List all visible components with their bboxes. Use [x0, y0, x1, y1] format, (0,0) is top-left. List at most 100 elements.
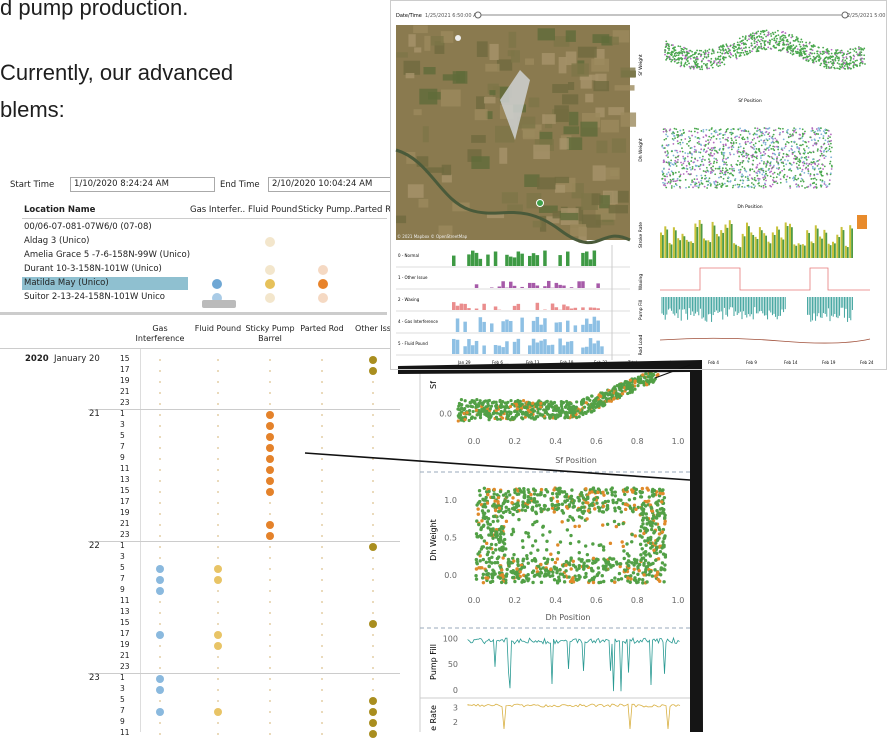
scatter-dot	[512, 576, 515, 579]
stroke-bar	[774, 235, 776, 258]
stroke-bar	[666, 229, 668, 258]
scatter-dot	[819, 159, 821, 161]
scatter-dot	[597, 581, 600, 584]
scatter-dot	[674, 128, 676, 130]
scatter-dot	[500, 581, 503, 584]
scatter-dot	[601, 510, 604, 513]
scatter-dot	[853, 56, 855, 58]
scatter-dot	[741, 49, 743, 51]
scatter-dot	[476, 405, 479, 408]
scatter-dot	[775, 181, 777, 183]
scatter-dot	[824, 60, 826, 62]
scatter-dot	[460, 403, 463, 406]
scatter-dot	[805, 156, 807, 158]
scatter-dot	[595, 501, 598, 504]
scatter-dot	[756, 166, 758, 168]
slider-handle[interactable]	[475, 12, 481, 18]
scatter-dot	[609, 563, 612, 566]
scatter-dot	[759, 178, 761, 180]
scatter-dot	[737, 44, 739, 46]
scatter-dot	[850, 60, 852, 62]
scatter-dot	[792, 135, 794, 137]
scatter-dot	[651, 562, 654, 565]
map-field	[523, 130, 540, 139]
scatter-dot	[767, 147, 769, 149]
stroke-bar	[813, 243, 815, 258]
scatter-dot	[712, 67, 714, 69]
scatter-dot	[707, 54, 709, 56]
scatter-dot	[778, 174, 780, 176]
scatter-dot	[561, 410, 564, 413]
scatter-dot	[796, 186, 798, 188]
map-field	[592, 193, 601, 205]
scatter-dot	[634, 492, 637, 495]
row-label: 5 - Fluid Pound	[398, 341, 428, 346]
scatter-dot	[745, 171, 747, 173]
issue-bar	[543, 286, 547, 288]
scatter-dot	[739, 44, 741, 46]
scatter-dot	[599, 543, 602, 546]
scatter-dot	[811, 128, 813, 130]
scatter-dot	[755, 32, 757, 34]
scatter-dot	[697, 128, 699, 130]
scatter-dot	[477, 566, 480, 569]
scatter-dot	[558, 413, 561, 416]
scatter-dot	[690, 160, 692, 162]
stroke-bar	[739, 247, 741, 258]
scatter-dot	[679, 58, 681, 60]
scatter-dot	[531, 402, 534, 405]
scatter-dot	[677, 143, 679, 145]
scatter-dot	[487, 565, 490, 568]
scatter-dot	[719, 168, 721, 170]
scatter-dot	[800, 46, 802, 48]
scatter-dot	[758, 140, 760, 142]
scatter-dot	[827, 58, 829, 60]
map-field	[609, 205, 628, 213]
scatter-dot	[652, 373, 655, 376]
scatter-dot	[779, 132, 781, 134]
scatter-dot	[761, 31, 763, 33]
scatter-dot	[675, 163, 677, 165]
scatter-dot	[543, 572, 546, 575]
scatter-dot	[763, 163, 765, 165]
scatter-dot	[752, 168, 754, 170]
scatter-dot	[597, 506, 600, 509]
scatter-dot	[513, 488, 516, 491]
scatter-dot	[645, 383, 648, 386]
scatter-dot	[817, 150, 819, 152]
scatter-dot	[744, 170, 746, 172]
scatter-dot	[679, 187, 681, 189]
scatter-dot	[757, 128, 759, 130]
scatter-dot	[710, 58, 712, 60]
scatter-dot	[727, 147, 729, 149]
scatter-dot	[604, 488, 607, 491]
scatter-dot	[735, 53, 737, 55]
scatter-dot	[770, 186, 772, 188]
issue-bar	[536, 255, 540, 266]
issue-bar	[566, 321, 570, 332]
scatter-dot	[690, 184, 692, 186]
scatter-dot	[793, 127, 795, 129]
scatter-dot	[700, 180, 702, 182]
map-field	[489, 44, 498, 60]
scatter-dot	[683, 66, 685, 68]
scatter-dot	[656, 503, 659, 506]
scatter-dot	[686, 55, 688, 57]
stroke-bar	[731, 224, 733, 258]
issue-bar	[562, 305, 566, 310]
scatter-dot	[791, 34, 793, 36]
scatter-dot	[548, 414, 551, 417]
scatter-dot	[824, 129, 826, 131]
scatter-dot	[681, 147, 683, 149]
scatter-dot	[712, 50, 714, 52]
scatter-dot	[705, 144, 707, 146]
scatter-dot	[727, 52, 729, 54]
scatter-dot	[736, 150, 738, 152]
scatter-dot	[820, 179, 822, 181]
stroke-bar	[847, 247, 849, 258]
scatter-dot	[676, 165, 678, 167]
scatter-dot	[799, 44, 801, 46]
scatter-dot	[499, 490, 502, 493]
scatter-dot	[584, 572, 587, 575]
scatter-dot	[776, 44, 778, 46]
